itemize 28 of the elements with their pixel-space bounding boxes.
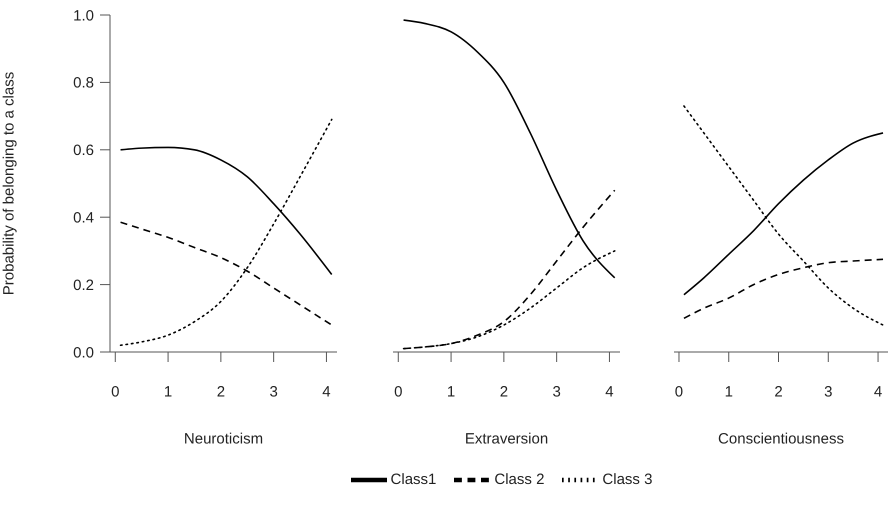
x-tick-label: 2	[216, 384, 226, 401]
legend-label: Class 2	[494, 470, 544, 488]
x-tick-label: 4	[605, 384, 614, 401]
x-axis-title: Neuroticism	[184, 430, 264, 448]
y-tick-label: 1.0	[73, 7, 94, 24]
x-tick-label: 1	[724, 384, 733, 401]
x-axis-title: Conscientiousness	[718, 430, 844, 448]
y-tick-label: 0.0	[73, 344, 94, 362]
legend-label: Class1	[390, 470, 436, 488]
y-tick-label: 0.6	[73, 142, 94, 160]
x-tick-label: 1	[164, 384, 172, 401]
x-tick-label: 3	[269, 384, 278, 401]
x-tick-label: 1	[446, 384, 456, 401]
y-tick-label: 0.2	[73, 276, 94, 294]
x-tick-label: 4	[874, 384, 882, 401]
x-tick-label: 2	[500, 384, 508, 401]
y-axis-title: Probability of belonging to a class	[0, 72, 18, 296]
x-tick-label: 4	[322, 384, 331, 401]
x-tick-label: 0	[674, 384, 684, 401]
x-tick-label: 0	[394, 384, 402, 401]
y-tick-label: 0.8	[73, 74, 94, 92]
y-tick-label: 0.4	[73, 210, 94, 227]
x-axis-title: Extraversion	[464, 430, 548, 448]
x-tick-label: 0	[111, 384, 120, 401]
x-tick-label: 3	[552, 384, 561, 401]
x-tick-label: 3	[824, 384, 832, 401]
legend-label: Class 3	[602, 470, 652, 488]
x-tick-label: 2	[774, 384, 783, 401]
